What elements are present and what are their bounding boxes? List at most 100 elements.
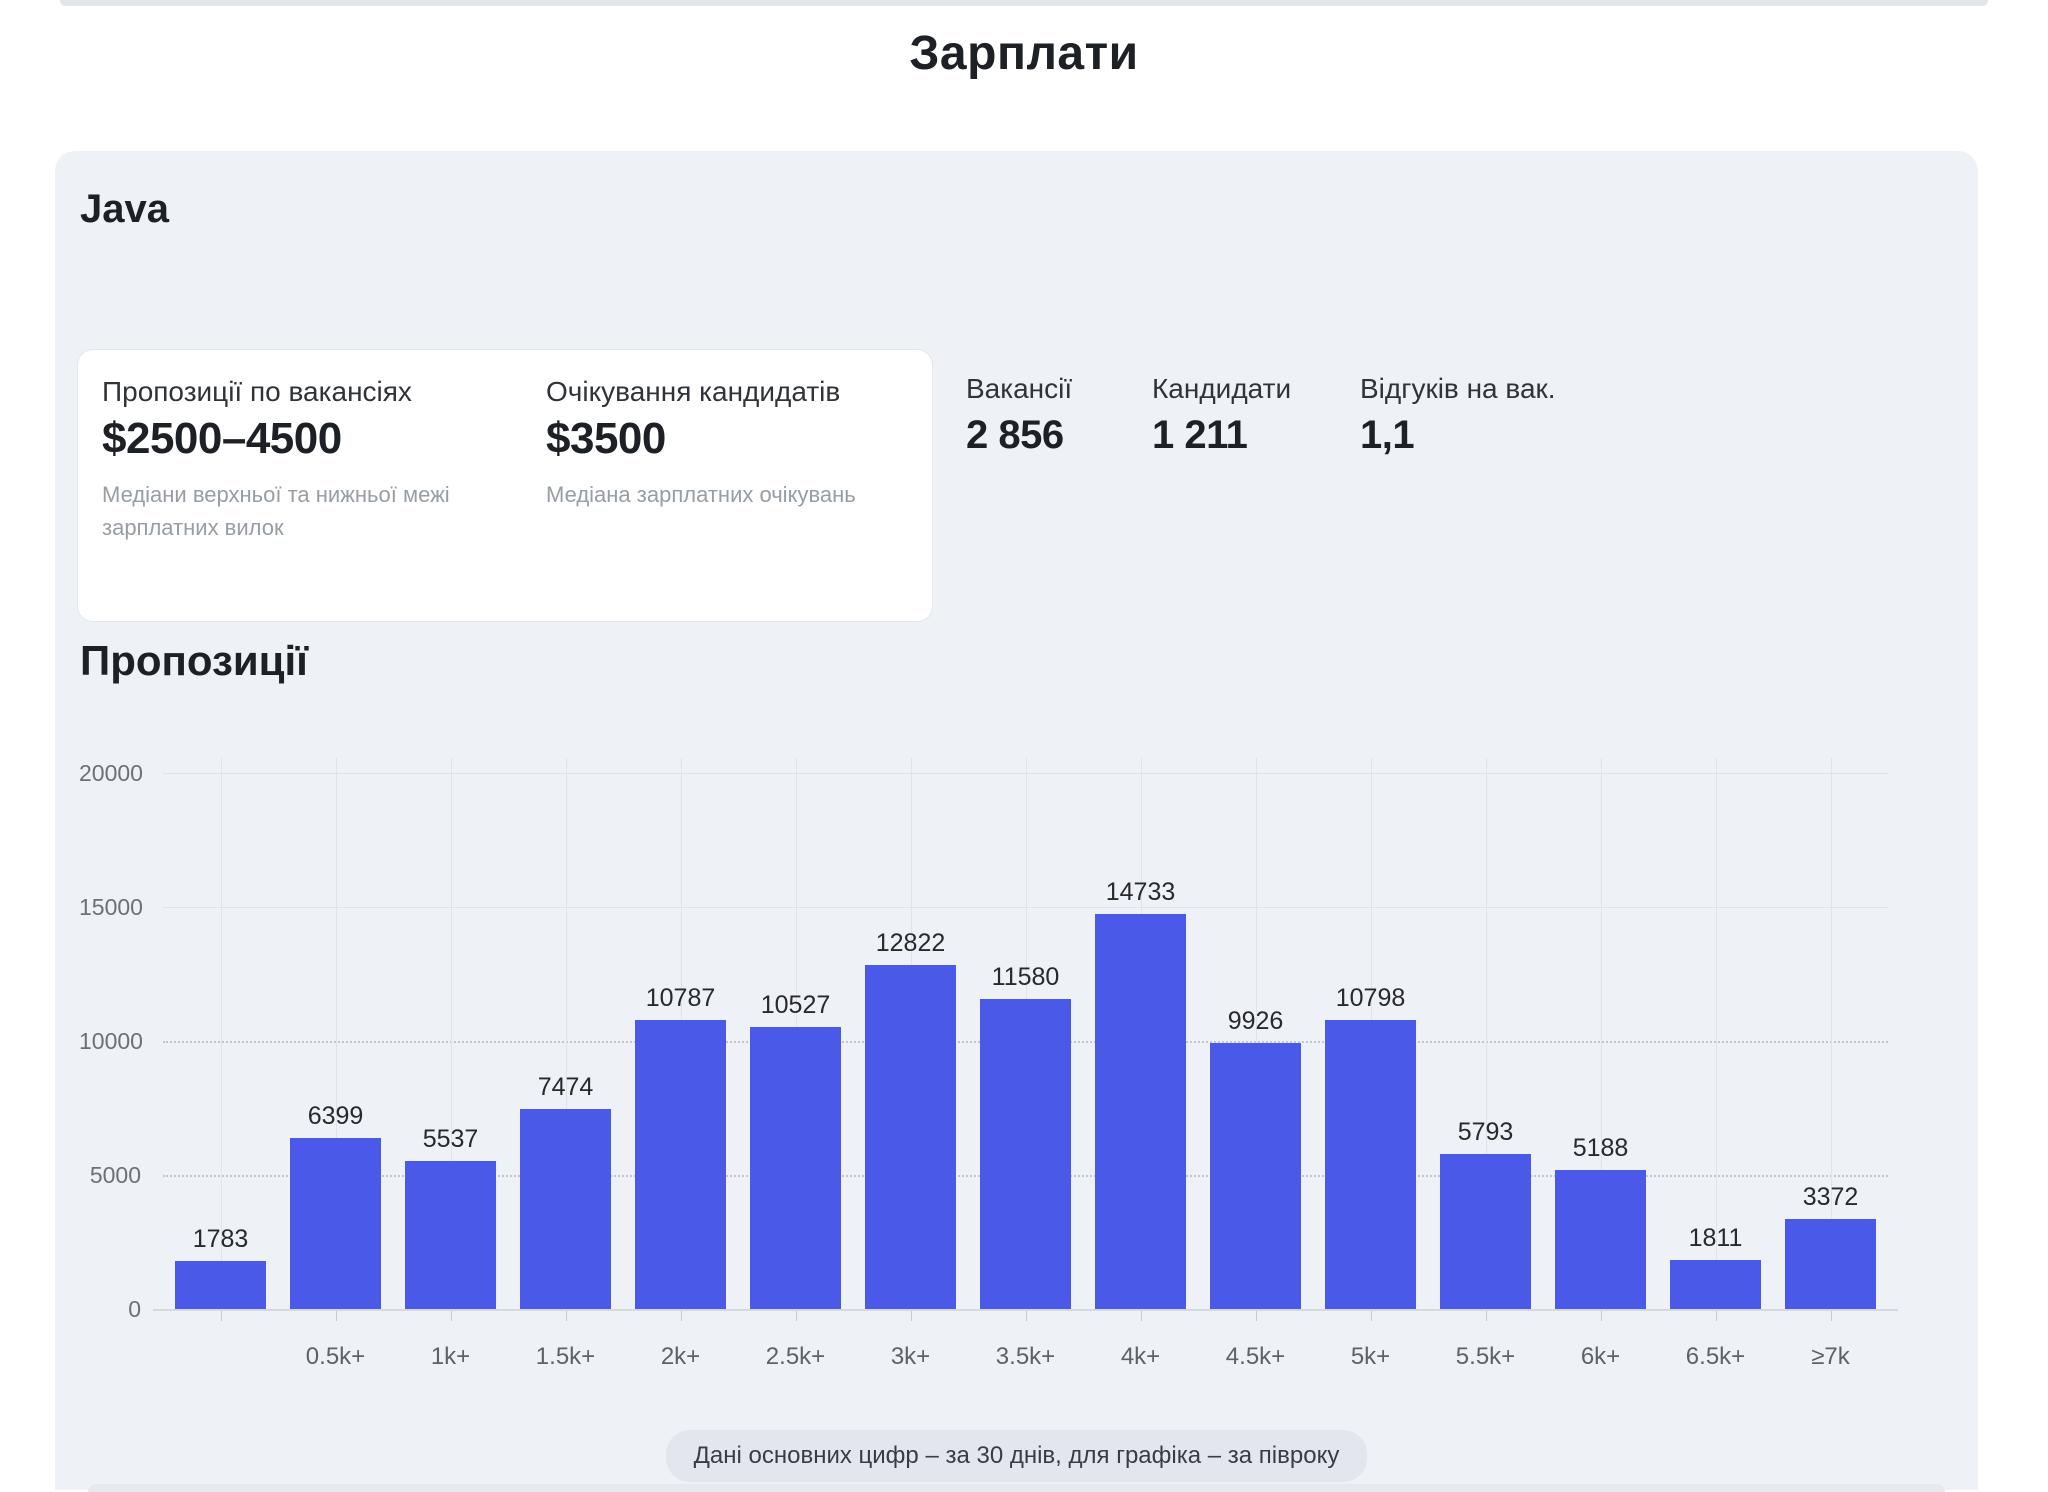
y-axis-tick-label: 20000 xyxy=(79,760,143,786)
x-axis-tick-label: 6.5k+ xyxy=(1685,1343,1746,1370)
x-axis-tick-label: 5.5k+ xyxy=(1455,1343,1516,1370)
bar[interactable] xyxy=(1440,1153,1531,1309)
bar-value-label: 1783 xyxy=(192,1225,249,1254)
offers-note: Медіани верхньої та нижньої межі зарплат… xyxy=(102,482,450,540)
bar-value-label: 10798 xyxy=(1335,983,1406,1012)
x-axis-tick-label: 1.5k+ xyxy=(535,1343,596,1370)
salary-offers-block: Пропозиції по вакансіях $2500–4500 Медіа… xyxy=(102,376,482,544)
expectations-value: $3500 xyxy=(546,414,666,463)
y-axis-tick-label: 5000 xyxy=(89,1162,141,1188)
bar[interactable] xyxy=(1555,1169,1646,1309)
stat-vacancies-value: 2 856 xyxy=(966,413,1064,457)
x-gridline xyxy=(450,758,452,1309)
x-axis-tick xyxy=(450,1311,452,1321)
bar-value-label: 5537 xyxy=(422,1124,479,1153)
x-axis-tick xyxy=(910,1311,912,1321)
offers-value: $2500–4500 xyxy=(102,414,342,463)
bar[interactable] xyxy=(1785,1218,1876,1309)
previous-section-edge xyxy=(60,0,1988,6)
x-axis-tick xyxy=(1485,1311,1487,1321)
stat-vacancies: Вакансії 2 856 xyxy=(966,373,1072,458)
bar-value-label: 9926 xyxy=(1227,1006,1284,1035)
x-axis-tick-label: 5k+ xyxy=(1350,1343,1391,1370)
stat-candidates: Кандидати 1 211 xyxy=(1152,373,1291,458)
salary-expectations-block: Очікування кандидатів $3500 Медіана зарп… xyxy=(546,376,906,511)
x-axis-tick-label: 3.5k+ xyxy=(995,1343,1056,1370)
stat-responses: Відгуків на вак. 1,1 xyxy=(1360,373,1556,458)
x-axis-tick-label: 2k+ xyxy=(660,1343,701,1370)
x-axis-tick-label: ≥7k xyxy=(1811,1343,1850,1370)
x-axis-tick xyxy=(565,1311,567,1321)
x-gridline xyxy=(1600,758,1602,1309)
x-axis-tick xyxy=(1830,1311,1832,1321)
x-axis-tick-label: 4.5k+ xyxy=(1225,1343,1286,1370)
y-axis-tick-label: 15000 xyxy=(79,894,143,920)
x-axis-tick-label: 2.5k+ xyxy=(765,1343,826,1370)
x-axis-tick xyxy=(1600,1311,1602,1321)
bar[interactable] xyxy=(865,965,956,1309)
bar-value-label: 5188 xyxy=(1572,1133,1629,1162)
x-gridline xyxy=(1830,758,1832,1309)
bar[interactable] xyxy=(1325,1019,1416,1309)
stat-vacancies-label: Вакансії xyxy=(966,373,1073,404)
bar-value-label: 3372 xyxy=(1802,1182,1859,1211)
stat-candidates-label: Кандидати xyxy=(1152,373,1292,404)
x-axis-tick xyxy=(220,1311,222,1321)
x-axis-tick-label: 6k+ xyxy=(1580,1343,1621,1370)
bar-value-label: 14733 xyxy=(1105,878,1176,907)
bar-value-label: 7474 xyxy=(537,1072,594,1101)
bar[interactable] xyxy=(520,1108,611,1309)
x-axis-tick xyxy=(1715,1311,1717,1321)
bar[interactable] xyxy=(980,998,1071,1309)
offers-label: Пропозиції по вакансіях xyxy=(102,376,412,407)
bar-value-label: 5793 xyxy=(1457,1117,1514,1146)
bar-value-label: 11580 xyxy=(991,962,1060,991)
bar[interactable] xyxy=(175,1261,266,1309)
bar[interactable] xyxy=(1670,1260,1761,1309)
data-period-footnote: Дані основних цифр – за 30 днів, для гра… xyxy=(665,1430,1368,1482)
next-section-edge xyxy=(88,1484,1945,1492)
x-axis-tick xyxy=(680,1311,682,1321)
bar[interactable] xyxy=(290,1137,381,1309)
bar[interactable] xyxy=(635,1019,726,1309)
x-axis-line xyxy=(153,1309,1898,1311)
x-axis-tick xyxy=(1370,1311,1372,1321)
bar-value-label: 12822 xyxy=(875,929,946,958)
expectations-note: Медіана зарплатних очікувань xyxy=(546,482,856,507)
stat-responses-value: 1,1 xyxy=(1360,413,1415,457)
x-axis-tick xyxy=(1025,1311,1027,1321)
offers-bar-chart: 0 5000 10000 15000 20000 1783 6399 5537 7474 1078… xyxy=(79,758,1898,1388)
x-axis-tick-label: 0.5k+ xyxy=(305,1343,366,1370)
language-heading: Java xyxy=(80,187,169,231)
page-title: Зарплати xyxy=(909,27,1139,80)
language-salary-card: Java Пропозиції по вакансіях $2500–4500 … xyxy=(55,151,1978,1492)
x-gridline xyxy=(1485,758,1487,1309)
x-gridline xyxy=(335,758,337,1309)
bar[interactable] xyxy=(1210,1042,1301,1309)
x-axis-tick-label: 3k+ xyxy=(890,1343,931,1370)
bar-value-label: 10527 xyxy=(760,990,831,1019)
x-gridline xyxy=(1255,758,1257,1309)
x-gridline xyxy=(565,758,567,1309)
bar-value-label: 6399 xyxy=(307,1101,364,1130)
x-gridline xyxy=(220,758,222,1309)
bar[interactable] xyxy=(1095,914,1186,1309)
expectations-label: Очікування кандидатів xyxy=(546,376,841,407)
x-gridline xyxy=(1715,758,1717,1309)
salary-summary-card: Пропозиції по вакансіях $2500–4500 Медіа… xyxy=(77,349,933,622)
x-axis-tick xyxy=(1140,1311,1142,1321)
bar-value-label: 1811 xyxy=(1688,1224,1743,1253)
x-axis-tick-label: 4k+ xyxy=(1120,1343,1161,1370)
x-axis-tick xyxy=(795,1311,797,1321)
x-axis-tick xyxy=(1255,1311,1257,1321)
stat-responses-label: Відгуків на вак. xyxy=(1360,373,1556,404)
y-axis-tick-label: 10000 xyxy=(79,1028,143,1054)
x-axis-tick-label: 1k+ xyxy=(430,1343,471,1370)
x-axis-tick xyxy=(335,1311,337,1321)
bar[interactable] xyxy=(750,1026,841,1309)
bar-value-label: 10787 xyxy=(645,983,716,1012)
stat-candidates-value: 1 211 xyxy=(1152,413,1248,457)
chart-section-title: Пропозиції xyxy=(80,637,308,684)
bar[interactable] xyxy=(405,1160,496,1309)
y-axis-tick-label: 0 xyxy=(128,1296,141,1322)
